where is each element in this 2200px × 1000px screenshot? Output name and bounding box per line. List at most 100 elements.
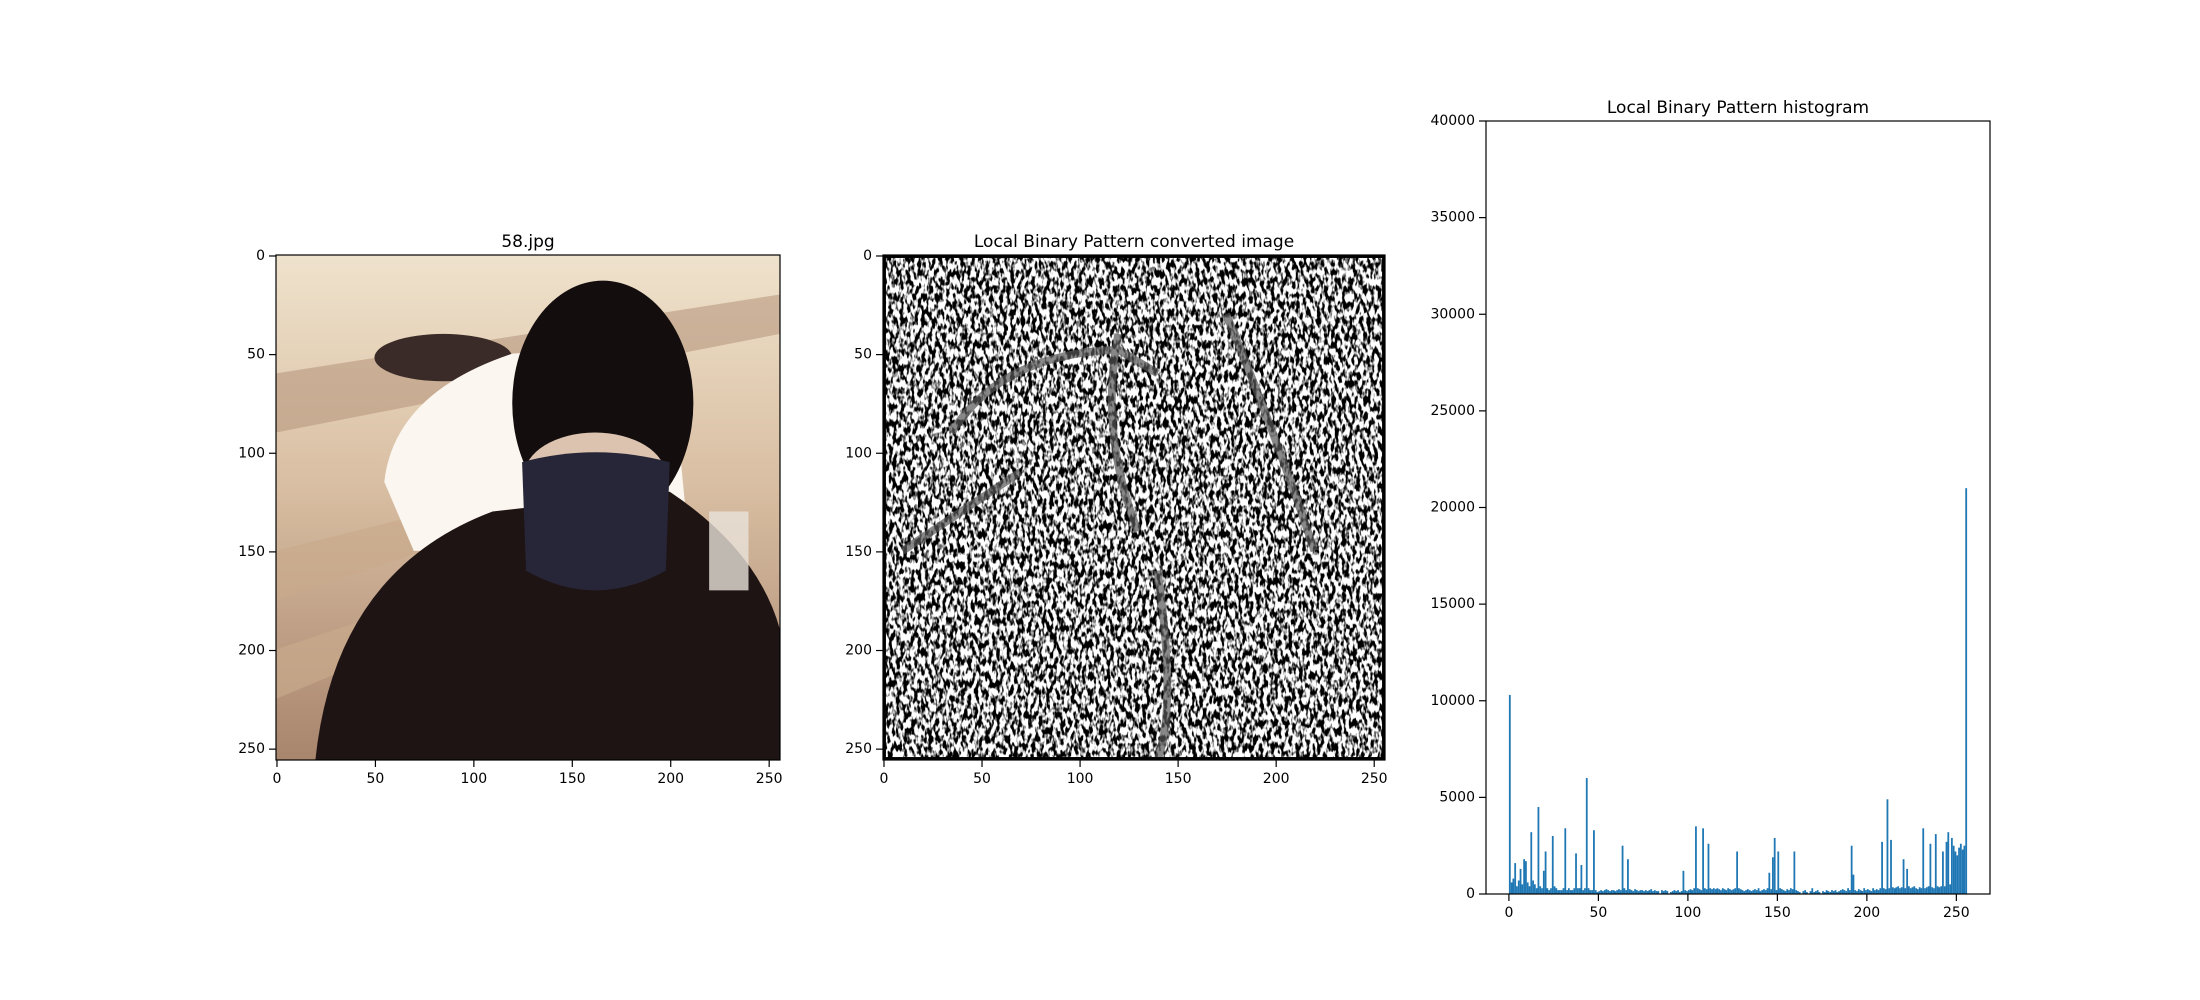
bar <box>1657 891 1660 894</box>
bar <box>1641 890 1644 894</box>
bar <box>1777 851 1780 894</box>
bar <box>1838 891 1841 894</box>
bar <box>1721 888 1724 894</box>
bar <box>1850 845 1853 894</box>
bar <box>1938 887 1941 894</box>
bar <box>1627 859 1629 894</box>
bar <box>1514 863 1517 894</box>
bar <box>1575 853 1577 894</box>
bar <box>1616 890 1619 894</box>
bar <box>1841 889 1844 894</box>
bar <box>1836 892 1839 894</box>
bar <box>1578 888 1581 894</box>
bar <box>1716 888 1719 894</box>
y-tick-label: 250 <box>238 741 265 757</box>
bar <box>1798 892 1801 894</box>
bar <box>1750 891 1753 894</box>
x-tick-label: 150 <box>559 771 586 787</box>
axes-frame <box>275 254 781 761</box>
bar <box>1797 891 1799 894</box>
bar <box>1916 889 1919 894</box>
bar <box>1965 488 1968 894</box>
bar <box>1915 888 1917 894</box>
bar <box>1831 890 1833 894</box>
bar <box>1791 889 1794 894</box>
bar <box>1852 874 1855 894</box>
bar <box>1546 888 1549 894</box>
bar <box>1643 891 1645 894</box>
bar <box>1795 890 1798 894</box>
bar <box>1559 890 1561 894</box>
bar <box>1628 889 1631 894</box>
bar <box>1593 830 1595 894</box>
bar <box>1621 845 1624 894</box>
bar <box>1696 888 1699 894</box>
bar <box>1814 891 1817 894</box>
bar <box>1541 888 1543 894</box>
bar <box>1854 890 1857 894</box>
bar <box>1661 890 1663 894</box>
y-tick-label: 15000 <box>1430 596 1475 612</box>
bar <box>1548 890 1551 894</box>
axes-frame <box>882 254 1386 761</box>
chart-title: Local Binary Pattern converted image <box>974 232 1294 252</box>
bar <box>1950 837 1953 894</box>
x-tick-label: 50 <box>367 771 385 787</box>
bar <box>1612 890 1615 894</box>
bar <box>1775 890 1778 894</box>
y-tick-label: 50 <box>247 347 265 363</box>
bar <box>1943 886 1946 894</box>
bar <box>1576 888 1579 894</box>
y-tick-label: 0 <box>256 248 265 264</box>
bar <box>1682 870 1685 894</box>
bar <box>1906 868 1909 894</box>
bar <box>1904 888 1907 894</box>
bar <box>1954 851 1957 894</box>
bar <box>1525 861 1527 894</box>
bar <box>1788 890 1790 894</box>
bar <box>1818 892 1821 894</box>
bar <box>1908 886 1910 894</box>
bar <box>1877 890 1880 894</box>
bar <box>1598 891 1601 894</box>
bar <box>1550 888 1552 894</box>
bar <box>1605 889 1608 894</box>
bar <box>1689 889 1692 894</box>
bar <box>1664 890 1667 894</box>
x-tick-label: 200 <box>1853 905 1880 921</box>
bar <box>1845 891 1848 894</box>
x-tick-label: 100 <box>1067 771 1094 787</box>
bar <box>1571 890 1574 894</box>
y-tick-label: 200 <box>845 643 872 659</box>
bar <box>1884 889 1887 894</box>
bar <box>1927 886 1930 894</box>
bar <box>1881 841 1883 894</box>
x-tick-label: 0 <box>273 771 282 787</box>
bar <box>1768 872 1771 894</box>
y-tick-label: 25000 <box>1430 403 1475 419</box>
bar <box>1755 890 1758 894</box>
bar <box>1584 888 1586 894</box>
bar <box>1780 889 1783 894</box>
bar <box>1723 889 1726 894</box>
bar <box>1569 890 1572 894</box>
bar <box>1603 890 1606 894</box>
bar <box>1680 891 1683 894</box>
bar <box>1625 890 1628 894</box>
bar <box>1637 891 1640 894</box>
bar <box>1893 888 1896 894</box>
x-tick-label: 50 <box>973 771 991 787</box>
bar <box>1530 832 1533 894</box>
y-tick-label: 5000 <box>1439 789 1475 805</box>
bar <box>1895 887 1898 894</box>
bar <box>1929 843 1932 894</box>
x-tick-label: 150 <box>1764 905 1791 921</box>
bar <box>1712 888 1715 894</box>
bar <box>1746 889 1749 894</box>
chart-title: Local Binary Pattern histogram <box>1607 98 1869 118</box>
photo <box>276 255 780 760</box>
bar <box>1809 891 1812 894</box>
bar <box>1861 891 1864 894</box>
axes-frame <box>1485 120 1991 895</box>
bar <box>1875 889 1878 894</box>
